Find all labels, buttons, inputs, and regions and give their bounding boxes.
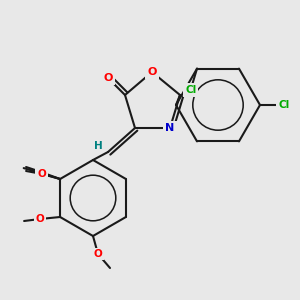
Text: O: O [94,249,102,259]
Text: O: O [37,168,45,178]
Text: Cl: Cl [278,100,290,110]
Text: O: O [36,214,44,224]
Text: Cl: Cl [185,85,196,95]
Text: N: N [165,123,175,133]
Text: H: H [94,141,102,151]
Text: O: O [147,67,157,77]
Text: O: O [38,169,46,179]
Text: O: O [103,73,113,83]
